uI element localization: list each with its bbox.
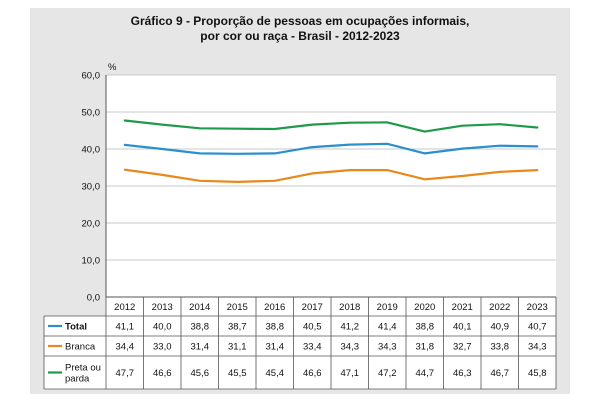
data-label: 45,6 [191, 368, 210, 379]
data-label: 41,4 [378, 322, 397, 333]
data-label: 40,0 [153, 322, 172, 333]
data-label: 47,1 [341, 368, 360, 379]
series-line-2 [123, 119, 539, 133]
data-label: 40,1 [453, 322, 472, 333]
data-label: 38,8 [266, 322, 285, 333]
y-tick-label: 50,0 [82, 108, 101, 119]
y-tick-label: 30,0 [82, 182, 101, 193]
chart-title: Gráfico 9 - Proporção de pessoas em ocup… [30, 14, 570, 44]
x-tick-label: 2012 [114, 302, 135, 313]
data-label: 31,8 [416, 342, 435, 353]
data-label: 33,4 [303, 342, 322, 353]
data-label: 38,7 [228, 322, 247, 333]
data-label: 45,5 [228, 368, 247, 379]
y-tick-label: 10,0 [82, 256, 101, 267]
x-tick-label: 2021 [452, 302, 473, 313]
data-label: 34,3 [378, 342, 397, 353]
data-label: 32,7 [453, 342, 472, 353]
series-line-0 [123, 142, 539, 155]
x-tick-label: 2023 [527, 302, 548, 313]
data-label: 44,7 [416, 368, 435, 379]
data-label: 33,0 [153, 342, 172, 353]
y-tick-label: 0,0 [87, 293, 100, 304]
x-tick-label: 2017 [302, 302, 323, 313]
x-tick-label: 2013 [152, 302, 173, 313]
data-label: 45,4 [266, 368, 285, 379]
y-tick-label: 60,0 [82, 71, 101, 82]
data-label: 41,2 [341, 322, 360, 333]
legend-label: Preta ou [65, 363, 101, 374]
data-label: 34,3 [341, 342, 360, 353]
series-line-1 [123, 168, 539, 183]
y-tick-labels: 0,0 10,0 20,0 30,0 40,0 50,0 60,0 [82, 71, 101, 304]
data-label: 34,4 [116, 342, 135, 353]
data-label: 38,8 [191, 322, 210, 333]
x-tick-label: 2016 [264, 302, 285, 313]
data-label: 47,7 [116, 368, 135, 379]
data-label: 40,7 [528, 322, 547, 333]
x-tick-label: 2015 [227, 302, 248, 313]
data-label: 46,7 [491, 368, 510, 379]
data-label: 46,6 [153, 368, 172, 379]
chart-title-line-2: por cor ou raça - Brasil - 2012-2023 [200, 29, 400, 43]
data-label: 34,3 [528, 342, 547, 353]
data-table: 2012 2013 2014 2015 2016 2017 2018 2019 2020 2021… [43, 296, 557, 390]
data-label: 38,8 [416, 322, 435, 333]
y-tick-label: 20,0 [82, 219, 101, 230]
data-label: 47,2 [378, 368, 397, 379]
x-tick-label: 2020 [414, 302, 435, 313]
x-tick-label: 2018 [339, 302, 360, 313]
data-label: 40,5 [303, 322, 322, 333]
y-unit-label: % [108, 62, 117, 73]
data-label: 31,4 [266, 342, 285, 353]
chart-title-line-1: Gráfico 9 - Proporção de pessoas em ocup… [130, 14, 470, 28]
series-lines [123, 119, 539, 183]
data-label: 40,9 [491, 322, 510, 333]
legend-label: parda [65, 374, 90, 385]
x-tick-label: 2022 [489, 302, 510, 313]
legend-label: Branca [65, 342, 96, 353]
data-label: 41,1 [116, 322, 135, 333]
data-label: 31,4 [191, 342, 210, 353]
data-label: 46,6 [303, 368, 322, 379]
table-body-bg [44, 316, 556, 389]
x-tick-label: 2014 [189, 302, 210, 313]
x-tick-label: 2019 [377, 302, 398, 313]
data-label: 45,8 [528, 368, 547, 379]
y-tick-label: 40,0 [82, 145, 101, 156]
legend-label: Total [65, 322, 87, 333]
data-label: 31,1 [228, 342, 247, 353]
data-label: 46,3 [453, 368, 472, 379]
data-label: 33,8 [491, 342, 510, 353]
